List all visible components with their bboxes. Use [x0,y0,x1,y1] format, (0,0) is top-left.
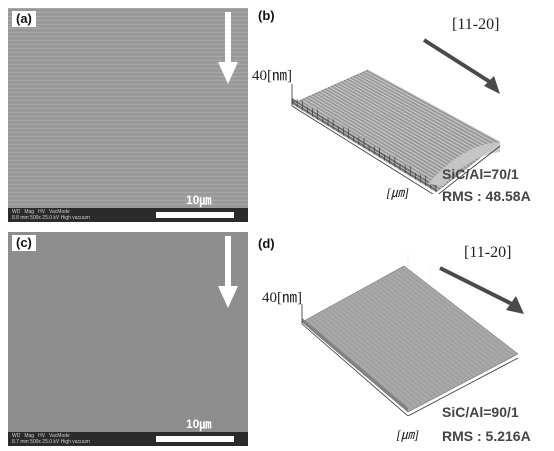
rms-label-b: RMS : 48.58A [442,188,531,204]
surface-texture [332,305,442,395]
panel-label-a: (a) [12,11,36,27]
surface-texture [383,277,497,366]
surface-texture [373,282,486,372]
surface-texture [366,286,478,376]
scale-text-a: 10㎛ [186,193,212,207]
surface-ridge [367,69,501,143]
direction-arrow-b [422,38,500,94]
sem-meta-c: WD Mag HV VacMode 8.7 mm 500x 25.0 kV High … [12,433,90,445]
sem-databar-c: WD Mag HV VacMode 8.7 mm 500x 25.0 kV High … [8,432,248,446]
surface-ridge [348,78,485,155]
surface-ridge [339,82,477,162]
surface-texture [301,321,409,413]
surface-texture [369,284,482,374]
sem-image-c: (c) 10㎛ WD Mag HV VacMode 8.7 mm 500x 25.0 … [8,232,248,446]
surface-texture [322,310,431,401]
panel-label-b: (b) [258,8,275,23]
surface-ridge [317,92,458,176]
surface-texture [363,288,475,378]
sem-databar-a: WD Mag HV VacMode 8.8 mm 500x 25.0 kV High … [8,208,248,222]
z-axis-label-d: 40[㎚] [262,290,302,306]
surface-texture [339,301,449,391]
surface-texture [356,291,467,382]
afm-surface-b [291,69,501,194]
surface-texture [308,318,416,409]
surface-ridge [336,83,474,164]
surface-ridge [294,102,439,191]
ratio-label-b: SiC/Al=70/1 [442,166,519,182]
surface-texture [376,280,489,370]
unit-label-d: [㎛] [396,427,420,442]
surface-texture [397,269,511,359]
surface-texture [342,299,453,389]
direction-label-d: [11-20] [464,244,512,261]
direction-label-b: [11-20] [452,16,500,33]
surface-ridge [342,80,479,160]
surface-texture [349,295,460,386]
surface-texture [335,303,445,393]
surface-texture [312,316,420,407]
surface-texture [403,265,519,355]
surface-ridge [326,88,466,170]
surface-ridge [304,97,447,185]
surface-ridge [313,93,455,178]
surface-texture [329,306,438,397]
panel-label-d: (d) [258,236,275,251]
surface-ridge [301,99,445,187]
surface-ridge [355,75,490,151]
afm-surface-d [301,254,519,416]
sem-meta-a: WD Mag HV VacMode 8.8 mm 500x 25.0 kV High … [12,209,90,221]
z-axis-label-b: 40[㎚] [252,68,292,84]
surface-ridge [358,73,493,149]
surface-texture [318,312,427,403]
surface-texture [386,275,500,364]
surface-texture [400,267,515,357]
direction-arrow-d [439,266,524,314]
scan-direction-arrow-a [218,12,238,84]
ratio-label-d: SiC/Al=90/1 [442,404,519,420]
surface-texture [380,278,493,368]
surface-ridge [310,95,453,180]
surface-ridge [351,76,487,153]
surface-texture [346,297,456,388]
surface-ridge [364,71,498,145]
surface-texture [352,293,464,384]
surface-ridge [298,100,442,189]
surface-texture [359,290,471,380]
surface-ridge [329,86,469,168]
surface-ridge [320,90,461,174]
scale-bar-c [156,436,234,442]
surface-texture [393,271,508,360]
surface-ridge [361,72,495,147]
scale-text-c: 10㎛ [186,417,212,431]
sem-image-a: (a) 10㎛ WD Mag HV VacMode 8.8 mm 500x 25.0 … [8,8,248,222]
surface-ridge [307,96,450,182]
panel-label-c: (c) [12,235,36,251]
surface-ridge [332,85,471,166]
unit-label-b: [㎛] [386,185,410,200]
surface-texture [315,314,423,405]
surface-ridge [323,89,463,172]
rms-label-d: RMS : 5.216A [442,428,531,444]
surface-texture [305,319,412,411]
surface-ridge [345,79,482,157]
scan-direction-arrow-c [218,236,238,308]
scale-bar-a [156,212,234,218]
surface-texture [325,308,434,399]
surface-texture [390,273,504,362]
